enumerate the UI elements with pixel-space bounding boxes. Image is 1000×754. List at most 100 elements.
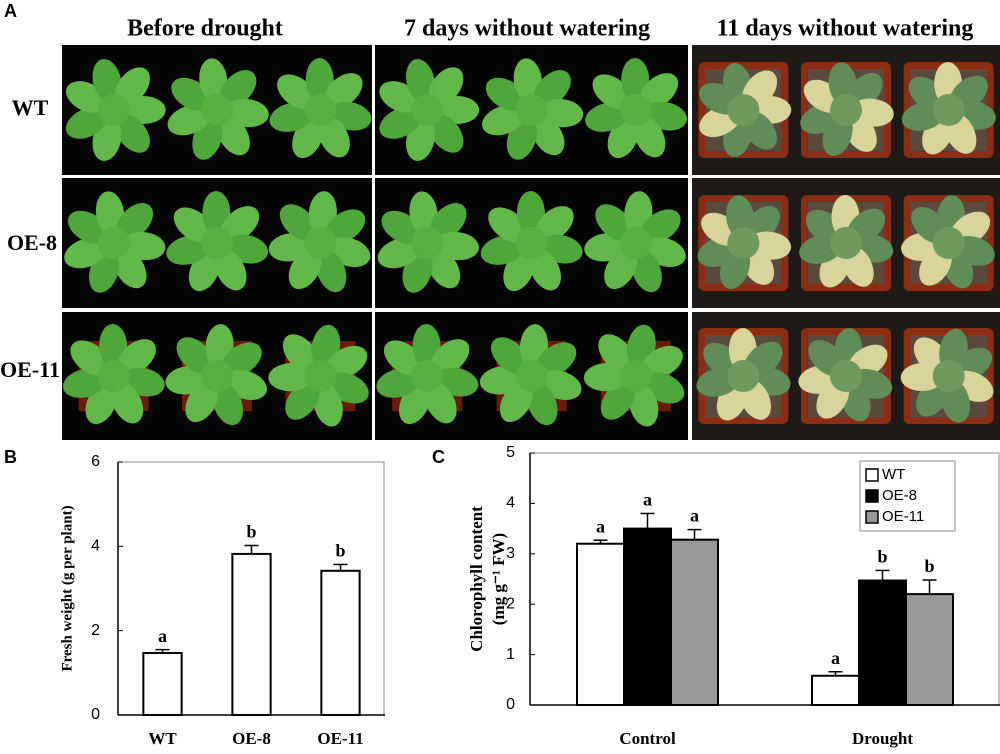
photo-grid [62,45,1000,440]
leaf [325,209,366,244]
y-axis-label: Chlorophyll content [467,506,486,652]
leaf [428,67,464,106]
leaf [598,334,635,373]
y-tick-label: 2 [91,622,100,639]
significance-label: a [690,506,699,526]
leaf [212,382,243,426]
leaf [932,94,965,126]
leaf [214,249,247,291]
significance-label: a [596,516,605,536]
leaf [201,360,233,392]
bar [142,652,183,717]
legend-label: WT [882,466,905,483]
panel-label: A [4,1,17,21]
leaf [326,345,368,379]
leaf [219,70,257,108]
leaf [631,249,662,293]
y-tick-label: 4 [91,538,100,555]
leaf [304,227,337,259]
leaf [515,360,548,392]
panel-label: B [4,447,17,467]
leaf [499,381,533,423]
leaf [830,94,862,126]
significance-label: a [643,490,652,510]
leaf [114,67,150,106]
leaf [727,94,760,126]
leaf [529,249,562,291]
leaf [376,368,420,398]
row-label: WT [12,95,49,120]
leaf [62,368,107,398]
leaf [65,107,108,139]
leaf [536,342,577,377]
bar [858,579,907,707]
leaf [377,238,421,269]
column-header: 7 days without watering [404,16,650,42]
leaf [633,116,666,158]
leaf [595,204,633,241]
leaf [97,227,130,259]
row-label: OE-11 [0,357,60,382]
leaf [313,383,343,427]
leaf [604,248,638,290]
x-tick-label: OE-11 [317,729,363,748]
leaf [167,105,211,136]
bar [905,593,954,706]
leaf [269,102,313,132]
leaf [117,339,156,375]
leaf [324,73,363,109]
y-tick-label: 1 [506,646,515,663]
leaf [411,360,444,392]
leaf [379,107,421,139]
leaf [114,114,150,153]
x-tick-label: WT [148,729,177,748]
significance-label: a [831,648,840,668]
panel-label: C [432,447,445,467]
leaf [282,334,319,373]
y-tick-label: 6 [91,453,100,470]
x-tick-label: Control [619,729,676,748]
leaf [932,360,965,392]
leaf [317,116,350,158]
bar [231,552,272,716]
x-tick-label: OE-8 [232,729,271,748]
leaf [640,209,681,244]
leaf [628,383,659,427]
leaf [830,227,862,259]
significance-label: b [924,556,934,576]
leaf [116,203,154,241]
leaf [932,227,965,259]
y-axis-label: (mg g⁻¹ FW) [489,533,508,625]
bar [320,569,361,716]
y-tick-label: 0 [91,706,100,723]
leaf [220,206,260,242]
leaf [515,227,548,259]
bar [670,538,719,706]
legend-label: OE-8 [882,487,917,504]
leaf [268,363,313,392]
leaf [534,70,571,108]
leaf [535,206,574,242]
leaf [222,342,262,377]
leaf [539,98,584,128]
leaf [435,231,479,261]
leaf [411,227,444,259]
leaf [431,339,470,375]
legend-swatch [865,510,879,524]
y-tick-label: 0 [506,696,515,713]
leaf [304,94,337,126]
leaf [583,363,628,392]
y-axis-label: Fresh weight (g per plant) [59,505,75,671]
leaf [97,94,130,126]
leaf [424,382,457,424]
leaf [641,345,683,379]
y-tick-label: 3 [506,545,515,562]
leaf [900,363,945,392]
leaf [97,360,130,392]
leaf [727,360,760,392]
leaf [315,249,347,293]
leaf [515,94,548,126]
leaf [405,59,435,103]
bar [623,527,672,706]
